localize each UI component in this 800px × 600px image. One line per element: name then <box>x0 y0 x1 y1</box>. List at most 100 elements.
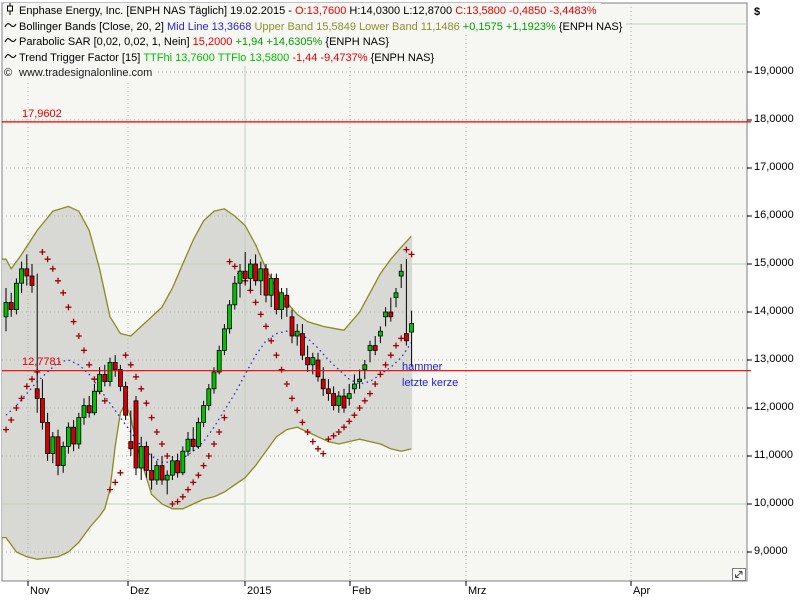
candle-body[interactable] <box>315 359 321 378</box>
candle-body[interactable] <box>29 275 35 287</box>
candle-body[interactable] <box>128 441 134 450</box>
bollinger-mid-line[interactable] <box>5 330 413 463</box>
candle-body[interactable] <box>97 373 102 392</box>
parabolic-sar-dot <box>133 373 139 380</box>
candle-body[interactable] <box>409 323 415 333</box>
candle-body[interactable] <box>367 345 373 351</box>
candle-body[interactable] <box>143 445 149 471</box>
candle-body[interactable] <box>247 263 253 279</box>
candle-body[interactable] <box>118 369 123 387</box>
candle-body[interactable] <box>123 385 128 416</box>
candle-body[interactable] <box>40 397 45 423</box>
legend-row-bollinger[interactable]: Bollinger Bands [Close, 20, 2] Mid Line … <box>4 20 627 36</box>
candle-body[interactable] <box>346 393 352 399</box>
candle-body[interactable] <box>195 421 201 447</box>
parabolic-sar-dot <box>3 426 9 433</box>
candle-body[interactable] <box>211 371 217 390</box>
candle-body[interactable] <box>13 282 19 311</box>
candle-body[interactable] <box>201 405 207 423</box>
candle-body[interactable] <box>71 426 76 445</box>
candle-body[interactable] <box>24 268 30 277</box>
candle-body[interactable] <box>263 268 269 296</box>
bollinger-lower-band-line[interactable] <box>2 401 412 560</box>
legend-row-symbol[interactable]: Enphase Energy, Inc. [ENPH NAS Täglich] … <box>4 3 601 20</box>
candle-body[interactable] <box>325 388 331 394</box>
candle-body[interactable] <box>133 400 139 469</box>
candle-body[interactable] <box>253 263 259 282</box>
candle-body[interactable] <box>372 345 378 351</box>
candle-body[interactable] <box>185 438 191 452</box>
candle-body[interactable] <box>357 378 363 383</box>
candle-body[interactable] <box>289 316 295 337</box>
candle-body[interactable] <box>305 357 311 366</box>
annotation-letzte-kerze[interactable]: letzte kerze <box>402 377 459 389</box>
candle-body[interactable] <box>237 270 243 284</box>
candle-body[interactable] <box>3 301 9 318</box>
candle-body[interactable] <box>206 388 212 406</box>
candle-body[interactable] <box>221 328 227 351</box>
parabolic-sar-dot <box>190 479 197 486</box>
candle-body[interactable] <box>284 294 290 308</box>
candle-body[interactable] <box>268 277 274 296</box>
candle-body[interactable] <box>66 426 71 447</box>
candle-body[interactable] <box>169 460 175 476</box>
candle-body[interactable] <box>102 373 108 382</box>
legend-row-trend-trigger[interactable]: Trend Trigger Factor [15] TTFhi 13,7600 … <box>4 50 439 67</box>
candle-body[interactable] <box>398 270 404 277</box>
candle-body[interactable] <box>154 465 160 481</box>
annotation-hammer[interactable]: hammer <box>402 361 443 373</box>
candle-body[interactable] <box>180 450 186 474</box>
candle-body[interactable] <box>393 292 399 298</box>
bollinger-upper-band-line[interactable] <box>2 205 413 337</box>
candle-body[interactable] <box>320 378 326 390</box>
candle-body[interactable] <box>164 474 170 481</box>
candle-body[interactable] <box>190 438 196 447</box>
legend-text-segment: Bollinger Bands [Close, 20, 2] <box>19 21 167 33</box>
candle-body[interactable] <box>19 268 25 284</box>
candle-body[interactable] <box>55 436 61 466</box>
candle-body[interactable] <box>138 445 144 469</box>
candle-body[interactable] <box>242 270 248 279</box>
candle-body[interactable] <box>279 292 285 310</box>
candle-body[interactable] <box>388 311 394 318</box>
candle-body[interactable] <box>34 388 40 399</box>
candle-body[interactable] <box>377 330 383 337</box>
candle-body[interactable] <box>175 460 181 474</box>
parabolic-sar-dot <box>195 472 202 479</box>
candle-body[interactable] <box>76 417 82 445</box>
candle-body[interactable] <box>107 361 113 382</box>
candle-body[interactable] <box>331 393 337 407</box>
candle-body[interactable] <box>294 330 300 337</box>
resize-handle[interactable] <box>732 568 746 581</box>
candle-body[interactable] <box>159 465 165 481</box>
candle-body[interactable] <box>258 268 264 282</box>
candle-body[interactable] <box>216 349 222 373</box>
candle-body[interactable] <box>232 282 238 306</box>
candle-body[interactable] <box>227 304 233 330</box>
horizontal-line-label-upper[interactable]: 17,9602 <box>22 108 62 120</box>
candle-body[interactable] <box>81 405 87 419</box>
candle-body[interactable] <box>273 277 279 310</box>
horizontal-line-label-lower[interactable]: 12,7781 <box>22 356 62 368</box>
parabolic-sar-dot <box>263 323 269 330</box>
candle-body[interactable] <box>362 364 368 370</box>
candle-body[interactable] <box>92 390 97 414</box>
legend-row-parabolic-sar[interactable]: Parabolic SAR [0,02, 0,02, 1, Nein] 15,2… <box>4 35 393 51</box>
candle-body[interactable] <box>86 405 92 414</box>
candle-body[interactable] <box>341 395 347 409</box>
candle-body[interactable] <box>112 361 118 370</box>
candle-body[interactable] <box>8 301 14 310</box>
candle-body[interactable] <box>60 445 66 466</box>
legend-row-copyright[interactable]: © www.tradesignalonline.com <box>4 66 157 82</box>
candle-body[interactable] <box>383 311 389 318</box>
candle-body[interactable] <box>403 333 409 342</box>
candle-body[interactable] <box>351 383 357 390</box>
candle-body[interactable] <box>299 333 305 356</box>
candle-body[interactable] <box>45 421 50 454</box>
candle-body[interactable] <box>336 395 342 407</box>
candle-body[interactable] <box>149 469 155 481</box>
candle-body[interactable] <box>310 357 316 366</box>
candle-body[interactable] <box>50 436 56 454</box>
